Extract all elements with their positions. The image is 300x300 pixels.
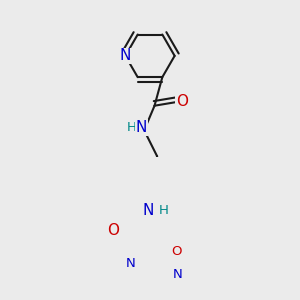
Text: O: O xyxy=(107,223,119,238)
Text: N: N xyxy=(136,120,147,135)
Text: O: O xyxy=(171,245,181,258)
Text: O: O xyxy=(176,94,188,109)
Text: H: H xyxy=(159,204,169,217)
Text: N: N xyxy=(126,257,136,270)
Text: N: N xyxy=(172,268,182,281)
Text: H: H xyxy=(126,121,136,134)
Text: N: N xyxy=(142,203,154,218)
Text: N: N xyxy=(120,48,131,63)
